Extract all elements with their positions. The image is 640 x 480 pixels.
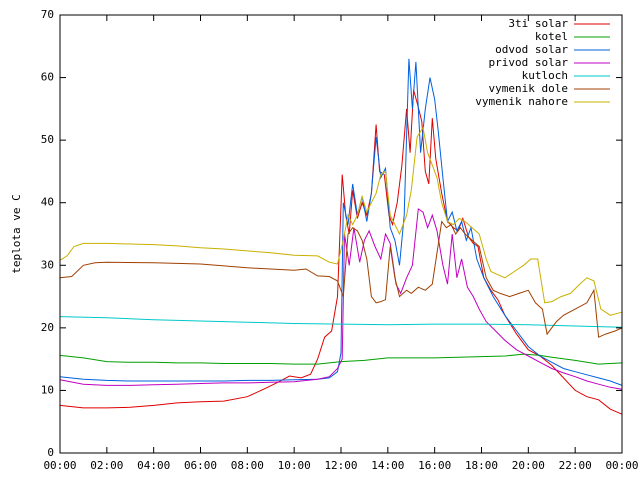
legend-item: odvod solar [495,43,610,56]
x-tick-label: 20:00 [512,459,545,472]
legend-label: 3ti solar [508,17,568,30]
series-line-7 [59,126,623,316]
y-tick-label: 60 [41,71,54,84]
x-tick-label: 04:00 [137,459,170,472]
legend-label: kotel [535,30,568,43]
x-tick-label: 08:00 [231,459,264,472]
legend-item: privod solar [489,56,610,69]
x-tick-label: 02:00 [90,459,123,472]
x-tick-label: 22:00 [559,459,592,472]
axes-layer: 0 10 20 30 40 50 60 70 00:00 02:00 04:00 06:00 08:00… [41,8,639,472]
series-line-6 [59,220,623,338]
legend-label: odvod solar [495,43,568,56]
y-tick-label: 20 [41,321,54,334]
legend-label: vymenik dole [489,82,568,95]
y-axis-label: teplota ve C [10,194,23,273]
legend-item: vymenik dole [489,82,610,95]
legend-item: kotel [535,30,610,43]
y-tick-label: 70 [41,8,54,21]
y-tick-label: 30 [41,258,54,271]
series-line-5 [59,316,623,328]
y-tick-label: 50 [41,133,54,146]
legend-label: privod solar [489,56,569,69]
x-tick-label: 16:00 [418,459,451,472]
x-tick-label: 12:00 [324,459,357,472]
series-layer [59,58,623,415]
x-tick-label: 14:00 [371,459,404,472]
legend-label: vymenik nahore [475,95,568,108]
series-line-1 [59,89,623,415]
x-tick-label: 00:00 [605,459,638,472]
x-tick-label: 06:00 [184,459,217,472]
legend-item: 3ti solar [508,17,610,30]
x-tick-label: 00:00 [43,459,76,472]
legend-label: kutloch [522,69,568,82]
series-line-4 [59,208,623,390]
x-tick-label: 18:00 [465,459,498,472]
y-tick-label: 0 [47,446,54,459]
series-line-2 [59,353,623,365]
y-tick-label: 10 [41,383,54,396]
y-tick-label: 40 [41,196,54,209]
x-tick-label: 10:00 [278,459,311,472]
legend-item: vymenik nahore [475,95,610,108]
series-line-3 [59,58,623,386]
legend-item: kutloch [522,69,610,82]
